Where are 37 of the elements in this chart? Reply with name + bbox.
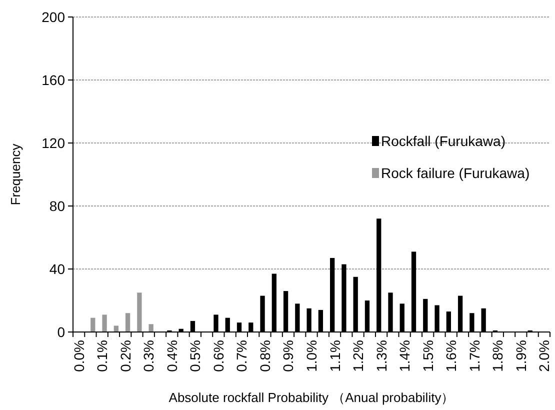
bar (114, 326, 118, 332)
bar (102, 314, 107, 332)
x-tick-label: 0.2% (117, 340, 134, 372)
legend-label: Rock failure (Furukawa) (381, 165, 530, 181)
x-tick-label: 0.1% (94, 340, 110, 372)
x-tick-label: 0.4% (164, 340, 180, 372)
x-tick-label: 1.0% (304, 340, 320, 372)
legend-label: Rockfall (Furukawa) (381, 133, 506, 149)
x-tick-label: 1.3% (373, 340, 390, 372)
y-tick-label: 0 (57, 324, 66, 340)
x-tick-label: 0.7% (234, 340, 250, 372)
y-tick-label: 80 (49, 198, 66, 214)
bar (148, 324, 154, 332)
x-tick-label: 1.7% (466, 340, 482, 372)
x-tick-label: 2.0% (536, 340, 552, 372)
x-tick-label: 1.4% (396, 340, 413, 372)
x-tick-label: 1.8% (490, 340, 506, 372)
x-tick-label: 1.1% (326, 340, 343, 372)
x-tick-label: 0.8% (256, 340, 273, 372)
x-axis-title: Absolute rockfall Probability （Anual probability） (168, 390, 454, 405)
x-tick-label: 0.5% (187, 340, 204, 372)
y-tick-label: 40 (49, 261, 66, 277)
x-tick-label: 0.6% (210, 340, 226, 372)
bar (137, 292, 142, 332)
y-axis-title: Frequency (8, 143, 23, 206)
x-tick-label: 0.0% (70, 340, 87, 372)
x-tick-label: 0.9% (280, 340, 296, 372)
y-tick-label: 160 (42, 72, 66, 88)
y-tick-label: 120 (42, 135, 66, 151)
x-tick-label: 1.2% (350, 340, 366, 372)
x-tick-label: 1.9% (512, 340, 529, 372)
x-tick-label: 1.6% (443, 340, 460, 372)
y-tick-label: 200 (42, 9, 66, 25)
x-tick-label: 1.5% (420, 340, 436, 372)
bar (90, 318, 96, 332)
bar (125, 313, 130, 332)
x-tick-label: 0.3% (140, 340, 157, 372)
